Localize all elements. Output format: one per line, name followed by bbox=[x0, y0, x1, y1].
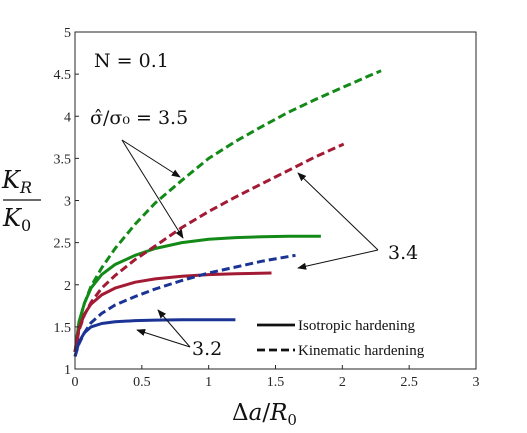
label-3-2: 3.2 bbox=[192, 338, 222, 360]
arrow-3-4-isotropic bbox=[297, 249, 379, 270]
y-tick-label: 4 bbox=[64, 110, 71, 125]
n-annotation: N = 0.1 bbox=[94, 50, 169, 72]
arrow-3-4-kinematic bbox=[297, 172, 379, 251]
y-tick-label: 3 bbox=[64, 195, 71, 210]
series-layer bbox=[73, 69, 382, 357]
legend-isotropic-label: Isotropic hardening bbox=[298, 318, 416, 334]
y-tick-label: 3.5 bbox=[54, 152, 72, 167]
arrow-3-5-isotropic bbox=[121, 139, 184, 239]
series-3-5-kinematic bbox=[73, 69, 382, 353]
y-tick-label: 1.5 bbox=[54, 321, 72, 336]
x-tick-label: 2 bbox=[339, 375, 346, 390]
x-tick-label: 1.5 bbox=[267, 375, 285, 390]
x-tick-label: 1 bbox=[205, 375, 212, 390]
series-3-2-isotropic bbox=[73, 318, 236, 357]
y-axis-label-numerator: KR bbox=[1, 166, 32, 197]
legend-kinematic-label: Kinematic hardening bbox=[298, 343, 425, 359]
plot-area bbox=[75, 32, 476, 369]
label-3-4: 3.4 bbox=[388, 242, 418, 264]
y-tick-label: 2.5 bbox=[54, 237, 72, 252]
arrow-3-5-kinematic bbox=[121, 139, 181, 178]
x-tick-label: 3 bbox=[473, 375, 480, 390]
tick-layer: 0 0.5 1 1.5 2 2.5 3 1 1.5 2 2.5 3 3.5 4 4.5 5 bbox=[54, 26, 480, 390]
y-axis-label-denominator: K0 bbox=[2, 204, 31, 235]
legend: Isotropic hardening Kinematic hardening bbox=[257, 318, 425, 359]
y-tick-label: 4.5 bbox=[54, 68, 72, 83]
arrow-3-2-kinematic bbox=[157, 309, 191, 348]
y-tick-label: 5 bbox=[64, 26, 71, 41]
y-tick-label: 2 bbox=[64, 279, 71, 294]
y-axis-label: KR K0 bbox=[1, 166, 41, 235]
x-tick-label: 0 bbox=[72, 375, 79, 390]
x-tick-label: 0.5 bbox=[133, 375, 151, 390]
series-3-2-kinematic bbox=[73, 253, 296, 357]
x-axis-label: Δa/R0 bbox=[232, 400, 297, 429]
series-3-4-kinematic bbox=[73, 142, 345, 353]
y-tick-label: 1 bbox=[64, 363, 71, 378]
x-tick-label: 2.5 bbox=[400, 375, 418, 390]
sigma-annotation: σ̂/σ₀ = 3.5 bbox=[90, 107, 188, 129]
arrow-3-2-isotropic bbox=[136, 329, 191, 348]
